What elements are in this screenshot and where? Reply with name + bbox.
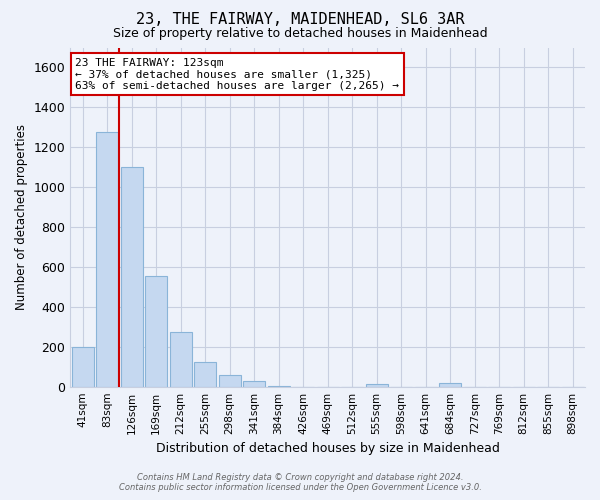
Bar — [194, 362, 216, 386]
Bar — [96, 132, 118, 386]
Bar — [243, 380, 265, 386]
Bar — [145, 276, 167, 386]
X-axis label: Distribution of detached houses by size in Maidenhead: Distribution of detached houses by size … — [156, 442, 500, 455]
Text: 23 THE FAIRWAY: 123sqm
← 37% of detached houses are smaller (1,325)
63% of semi-: 23 THE FAIRWAY: 123sqm ← 37% of detached… — [76, 58, 400, 91]
Bar — [365, 384, 388, 386]
Bar — [121, 167, 143, 386]
Bar — [170, 332, 191, 386]
Text: Size of property relative to detached houses in Maidenhead: Size of property relative to detached ho… — [113, 28, 487, 40]
Bar — [71, 347, 94, 387]
Text: 23, THE FAIRWAY, MAIDENHEAD, SL6 3AR: 23, THE FAIRWAY, MAIDENHEAD, SL6 3AR — [136, 12, 464, 28]
Bar — [218, 374, 241, 386]
Y-axis label: Number of detached properties: Number of detached properties — [15, 124, 28, 310]
Text: Contains HM Land Registry data © Crown copyright and database right 2024.
Contai: Contains HM Land Registry data © Crown c… — [119, 473, 481, 492]
Bar — [439, 382, 461, 386]
